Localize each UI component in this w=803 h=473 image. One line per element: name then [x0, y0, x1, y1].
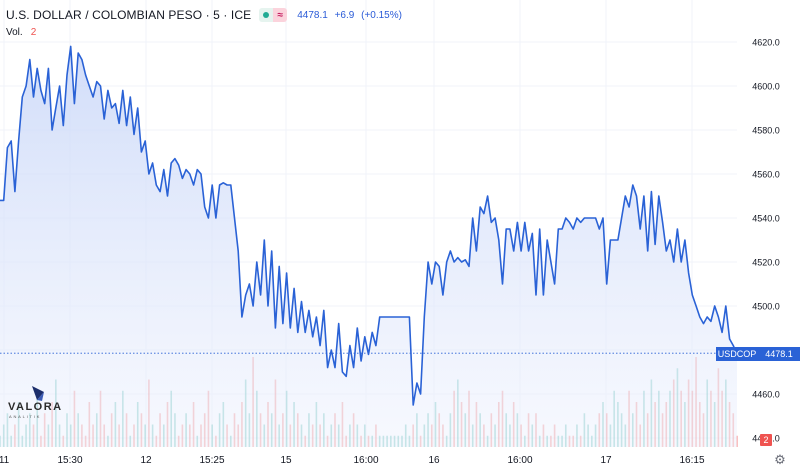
x-tick-label: 16 [428, 455, 440, 466]
price-line [0, 45, 738, 406]
quote-values: 4478.1 +6.9 (+0.15%) [297, 10, 406, 21]
y-tick-label: 4500.0 [752, 302, 780, 312]
volume-tag: 2 [760, 434, 772, 446]
y-tick-label: 4520.0 [752, 258, 780, 268]
y-tick-label: 4560.0 [752, 170, 780, 180]
y-tick-label: 4540.0 [752, 214, 780, 224]
logo-subtext: ANALITIK [9, 414, 42, 419]
chart-header: U.S. DOLLAR / COLOMBIAN PESO · 5 · ICE ≈… [6, 7, 406, 23]
price-area-fill [0, 46, 737, 448]
symbol-price-tag: USDCOP [716, 347, 758, 361]
x-tick-label: 17 [600, 455, 612, 466]
x-tick-label: 16:00 [507, 455, 532, 466]
x-tick-label: 11 [0, 455, 10, 466]
last-price: 4478.1 [297, 9, 328, 21]
time-axis[interactable]: 11 15:30 12 15:25 15 16:00 16 16:00 17 16:15 [0, 455, 705, 466]
status-pill[interactable]: ≈ [259, 8, 288, 22]
volume-label: Vol. [6, 27, 23, 38]
volume-legend[interactable]: Vol. 2 [6, 27, 36, 38]
x-tick-label: 16:00 [353, 455, 378, 466]
logo-mark-icon [32, 386, 44, 401]
delayed-data-icon: ≈ [273, 8, 288, 22]
x-tick-label: 15 [280, 455, 292, 466]
x-tick-label: 15:30 [57, 455, 82, 466]
price-axis[interactable]: 4620.0 4600.0 4580.0 4560.0 4540.0 4520.0 4500… [752, 38, 780, 444]
gear-icon[interactable]: ⚙ [774, 452, 786, 467]
y-tick-label: 4620.0 [752, 38, 780, 48]
y-tick-label: 4460.0 [752, 390, 780, 400]
y-tick-label: 4580.0 [752, 126, 780, 136]
volume-value: 2 [30, 27, 37, 38]
y-tick-label: 4600.0 [752, 82, 780, 92]
price-change: +6.9 [334, 9, 355, 21]
x-tick-label: 15:25 [199, 455, 224, 466]
price-change-percent: (+0.15%) [361, 9, 402, 21]
x-tick-label: 12 [140, 455, 152, 466]
x-tick-label: 16:15 [679, 455, 704, 466]
valora-logo: VALORA ANALITIK [6, 382, 68, 422]
last-price-tag: 4478.1 [758, 347, 800, 361]
symbol-title[interactable]: U.S. DOLLAR / COLOMBIAN PESO · 5 · ICE [6, 8, 252, 22]
market-open-icon [259, 8, 274, 22]
logo-text: VALORA [8, 401, 63, 413]
